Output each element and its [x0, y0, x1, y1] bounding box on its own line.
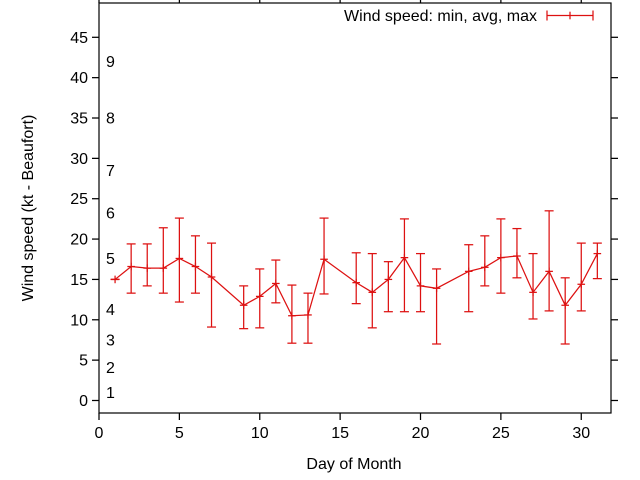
errorbar-day-11 [271, 259, 281, 304]
x-tick-label: 25 [492, 425, 510, 442]
beaufort-label-7: 7 [106, 163, 115, 180]
errorbar-day-17 [367, 252, 377, 329]
y-tick-label: 15 [70, 272, 88, 289]
x-tick-label: 20 [412, 425, 430, 442]
legend-label: Wind speed: min, avg, max [344, 8, 537, 25]
beaufort-label-4: 4 [106, 302, 115, 319]
legend-sample [546, 10, 594, 21]
errorbar-day-20 [416, 252, 426, 313]
plot-border [98, 2, 612, 414]
avg-line [114, 253, 598, 317]
beaufort-label-3: 3 [106, 332, 115, 349]
errorbar-day-18 [383, 261, 393, 313]
beaufort-label-5: 5 [106, 251, 115, 268]
beaufort-label-6: 6 [106, 206, 115, 223]
y-tick-label: 0 [79, 393, 88, 410]
x-tick-label: 0 [95, 425, 104, 442]
errorbar-day-5 [174, 217, 184, 303]
errorbar-day-28 [544, 210, 554, 312]
x-tick-label: 10 [251, 425, 269, 442]
errorbar-day-30 [576, 242, 586, 312]
y-tick-label: 25 [70, 191, 88, 208]
beaufort-label-8: 8 [106, 111, 115, 128]
errorbar-day-26 [512, 227, 522, 279]
y-tick-label: 35 [70, 111, 88, 128]
errorbar-day-24 [480, 235, 490, 287]
y-tick-label: 5 [79, 353, 88, 370]
y-tick-label: 10 [70, 312, 88, 329]
errorbar-day-3 [142, 243, 152, 287]
errorbar-day-4 [158, 227, 168, 294]
errorbar-day-6 [190, 235, 200, 294]
y-tick-label: 20 [70, 232, 88, 249]
errorbar-day-31 [592, 242, 602, 280]
errorbar-day-25 [496, 218, 506, 294]
y-tick-label: 40 [70, 70, 88, 87]
errorbar-day-21 [432, 268, 442, 345]
x-tick-label: 30 [572, 425, 590, 442]
y-tick-label: 45 [70, 30, 88, 47]
errorbar-day-1 [110, 275, 120, 284]
errorbar-day-12 [287, 284, 297, 344]
x-tick-label: 5 [175, 425, 184, 442]
errorbar-day-23 [464, 244, 474, 313]
errorbar-day-13 [303, 292, 313, 344]
errorbar-day-14 [319, 217, 329, 295]
errorbar-day-19 [399, 218, 409, 313]
x-tick-label: 15 [331, 425, 349, 442]
errorbar-day-7 [207, 242, 217, 328]
errorbar-day-16 [351, 252, 361, 305]
errorbar-day-27 [528, 252, 538, 320]
errorbar-day-29 [560, 277, 570, 345]
beaufort-label-9: 9 [106, 54, 115, 71]
errorbar-day-2 [126, 243, 136, 294]
wind-speed-series [110, 210, 602, 345]
beaufort-scale-labels: 1 2 3 4 5 6 7 8 9 [106, 54, 115, 402]
beaufort-label-1: 1 [106, 385, 115, 402]
x-axis-ticks: 0 5 10 15 20 25 30 [95, 0, 590, 442]
beaufort-label-2: 2 [106, 360, 115, 377]
errorbar-day-9 [239, 285, 249, 330]
y-tick-label: 30 [70, 151, 88, 168]
x-axis-label: Day of Month [306, 456, 401, 473]
y-axis-label: Wind speed (kt - Beaufort) [20, 115, 37, 302]
errorbar-day-10 [255, 268, 265, 329]
